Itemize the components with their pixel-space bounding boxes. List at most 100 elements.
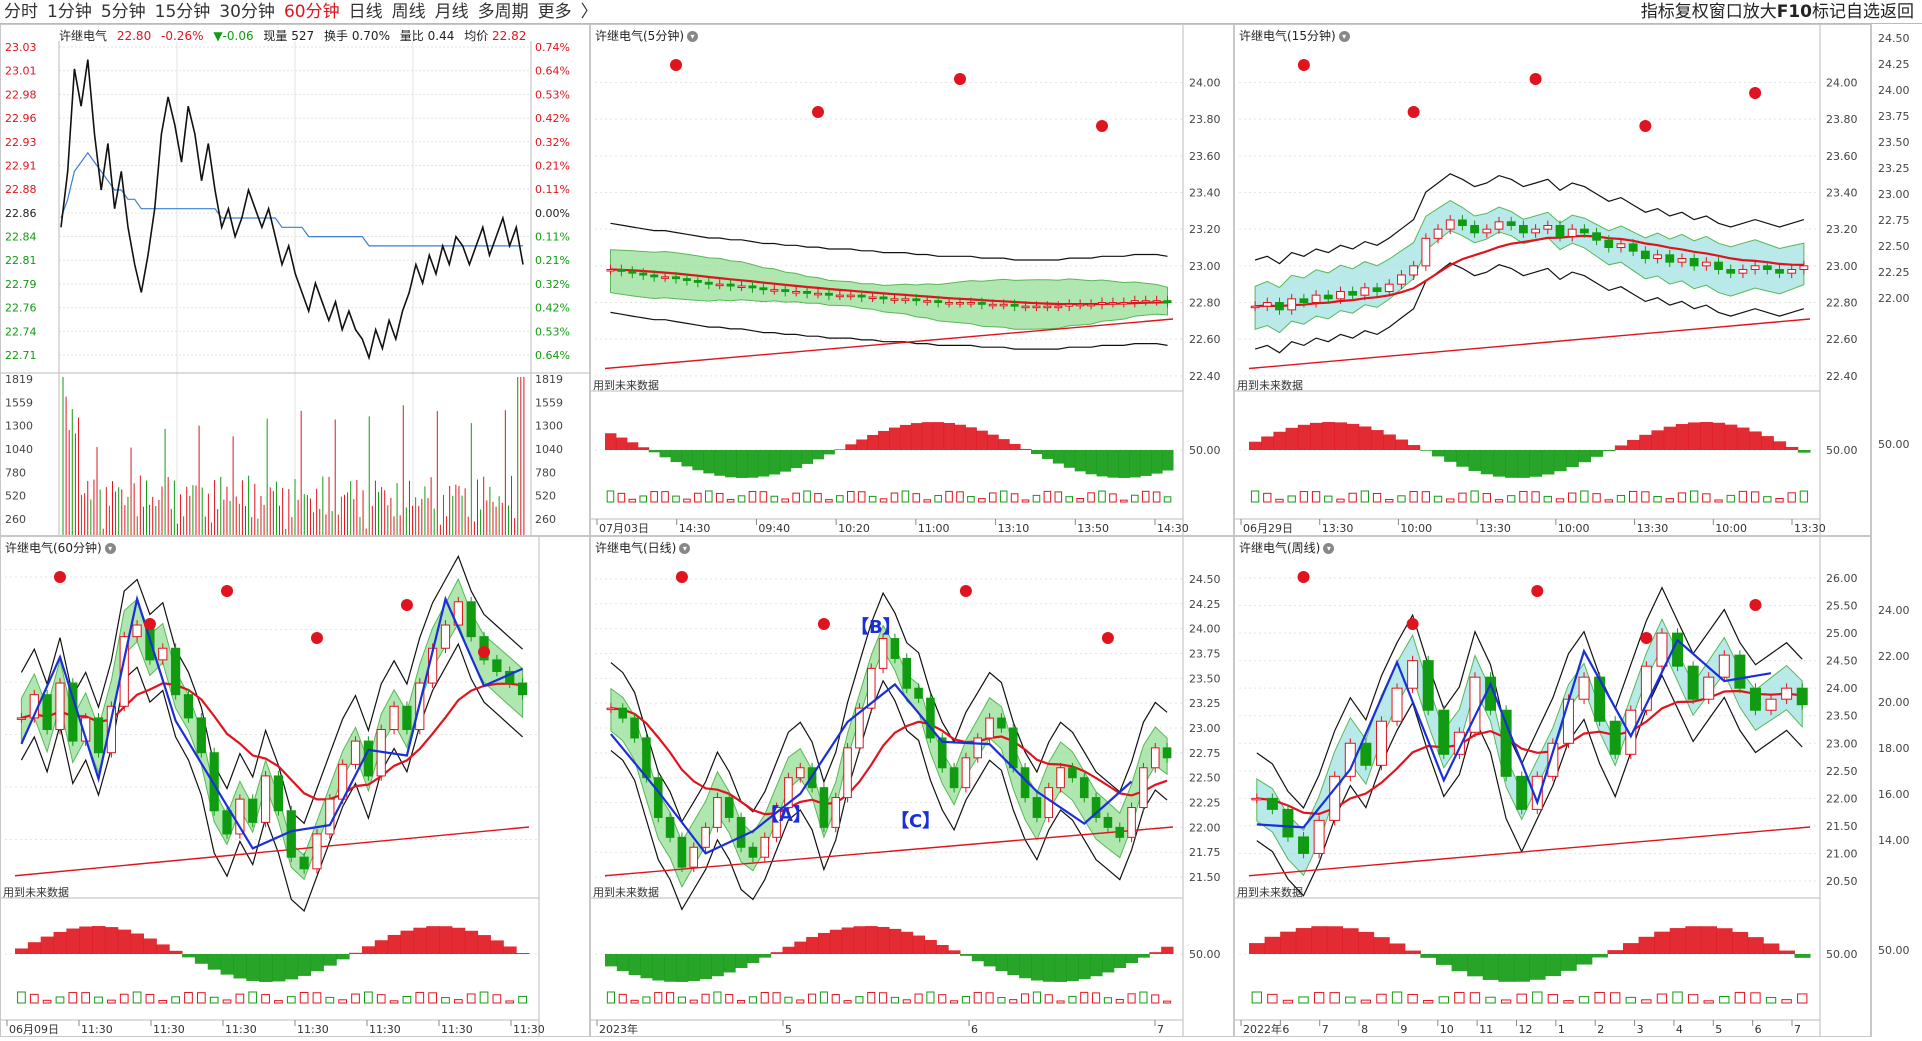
x-tick: 11:00 [918,522,950,535]
osc-volume-bar [235,993,245,1004]
osc-area [637,447,650,450]
toolbar-item-1[interactable]: 复权 [1674,2,1709,22]
osc-area [426,926,440,954]
chart-panel-60min[interactable]: 许继电气(60分钟) ▾ 用到未来数据 06月09日 11:30 11:30 11:30 1… [0,536,590,1037]
panel-title-daily[interactable]: 许继电气(日线) ▾ [595,539,691,556]
candle-body [1470,225,1480,234]
osc-area [40,936,55,954]
period-tab-6[interactable]: 日线 [348,2,383,22]
osc-area [899,424,912,450]
osc-volume-bar [1781,999,1792,1004]
period-tab-5[interactable]: 60分钟 [283,2,340,22]
osc-area [812,450,824,460]
osc-area [912,935,925,954]
candle-body [642,737,651,779]
y-tick-right: 0.11% [535,231,570,244]
chart-panel-weekly[interactable]: 许继电气(周线) ▾ 26.00 25.50 25.00 24.50 24.00 23.50… [1234,536,1871,1037]
candle-body [93,717,104,754]
panel-title-60min[interactable]: 许继电气(60分钟) ▾ [5,539,116,556]
osc-volume-bar [1163,1000,1172,1004]
candle-body [1251,797,1263,801]
x-tick: 4 [1676,1023,1683,1036]
osc-volume-bar [1423,999,1434,1004]
chevron-down-icon[interactable]: ▾ [104,543,116,554]
candle-body [759,287,768,291]
long-term-average [604,318,1174,370]
candle-body [772,807,781,838]
osc-volume-bar [1103,997,1112,1004]
period-tab-8[interactable]: 月线 [434,2,469,22]
osc-area [1102,954,1115,973]
chevron-down-icon[interactable]: ▾ [687,31,698,42]
osc-area [779,450,792,472]
candle-body [1323,294,1333,300]
more-chevron-icon[interactable]: 〉 [580,2,598,22]
osc-area [1063,450,1076,468]
chart-panel-daily[interactable]: 许继电气(日线) ▾ 24.50 24.25 24.00 23.75 23.50 23.25… [590,536,1234,1037]
toolbar-item-3[interactable]: F10 [1776,2,1812,22]
osc-volume-bar [868,495,877,503]
osc-volume-bar [1563,1000,1574,1004]
period-tab-4[interactable]: 30分钟 [219,2,275,22]
chart-panel-15min[interactable]: 许继电气(15分钟) ▾ 24.00 23.80 23.60 23.40 23.20 23.… [1234,24,1871,536]
x-tick: 2 [1597,1023,1604,1036]
osc-area [735,954,748,968]
signal-marker [1406,618,1419,630]
panel-title-15min[interactable]: 许继电气(15分钟) ▾ [1239,27,1350,44]
period-tab-10[interactable]: 更多 [537,2,572,22]
osc-area [1096,450,1108,477]
osc-area [976,430,988,450]
chevron-down-icon[interactable]: ▾ [1323,543,1335,554]
osc-area [1505,450,1518,478]
osc-volume-bar [846,490,855,503]
chart-panel-5min[interactable]: 许继电气(5分钟) ▾ 24.00 23.80 23.60 23.40 23.20 23.0… [590,24,1234,536]
osc-area [1031,954,1044,981]
toolbar-item-0[interactable]: 指标 [1640,2,1675,22]
toolbar-item-4[interactable]: 标记 [1812,2,1846,22]
osc-volume-bar [672,495,680,503]
osc-volume-bar [879,498,888,503]
osc-area [1482,954,1499,980]
candle-body [106,705,116,754]
toolbar-item-2[interactable]: 窗口放大 [1708,2,1777,22]
y-tick-left: 22.88 [5,183,37,196]
osc-volume-bar [1130,494,1139,503]
osc-area [1436,954,1453,965]
osc-volume-bar [772,992,781,1004]
panel-title-5min[interactable]: 许继电气(5分钟) ▾ [595,27,698,44]
y-tick-right: 0.21% [535,159,570,172]
chevron-down-icon[interactable]: ▾ [1338,31,1350,42]
osc-volume-bar [351,993,360,1004]
osc-area [670,450,682,463]
period-tab-9[interactable]: 多周期 [477,2,529,22]
osc-area [1419,450,1433,451]
osc-volume-bar [1734,991,1746,1004]
osc-area [1370,430,1384,450]
y-tick: 23.00 [1826,260,1858,273]
toolbar-item-6[interactable]: 返回 [1880,2,1914,22]
osc-volume-bar [1454,992,1465,1004]
osc-area [900,931,914,954]
candle-body [350,740,361,765]
osc-volume-bar [453,999,463,1004]
y-tick-right: 0.42% [535,302,570,315]
toolbar-item-5[interactable]: 自选 [1846,2,1880,22]
osc-volume-bar [1076,497,1084,503]
period-tab-3[interactable]: 15分钟 [154,2,211,22]
candle-body [1579,228,1589,234]
osc-mid-tick: 50.00 [1826,444,1858,457]
period-tab-2[interactable]: 5分钟 [100,2,146,22]
osc-area [1009,443,1021,450]
y-tick-left: 22.74 [5,325,37,338]
chevron-down-icon[interactable]: ▾ [679,543,691,554]
osc-volume-bar [1360,999,1372,1004]
period-tab-7[interactable]: 周线 [391,2,426,22]
period-tab-0[interactable]: 分时 [4,2,38,22]
panel-title-weekly[interactable]: 许继电气(周线) ▾ [1239,539,1335,556]
osc-area [272,954,286,982]
osc-area [1358,931,1375,954]
x-tick: 6 [1755,1023,1762,1036]
period-tab-1[interactable]: 1分钟 [47,2,92,22]
candle-body [1594,676,1606,722]
osc-volume-bar [1568,492,1577,503]
